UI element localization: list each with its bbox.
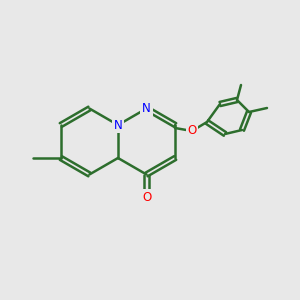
Text: O: O [188, 124, 196, 137]
Text: N: N [142, 102, 151, 115]
Text: N: N [114, 118, 122, 131]
Text: O: O [142, 191, 151, 204]
